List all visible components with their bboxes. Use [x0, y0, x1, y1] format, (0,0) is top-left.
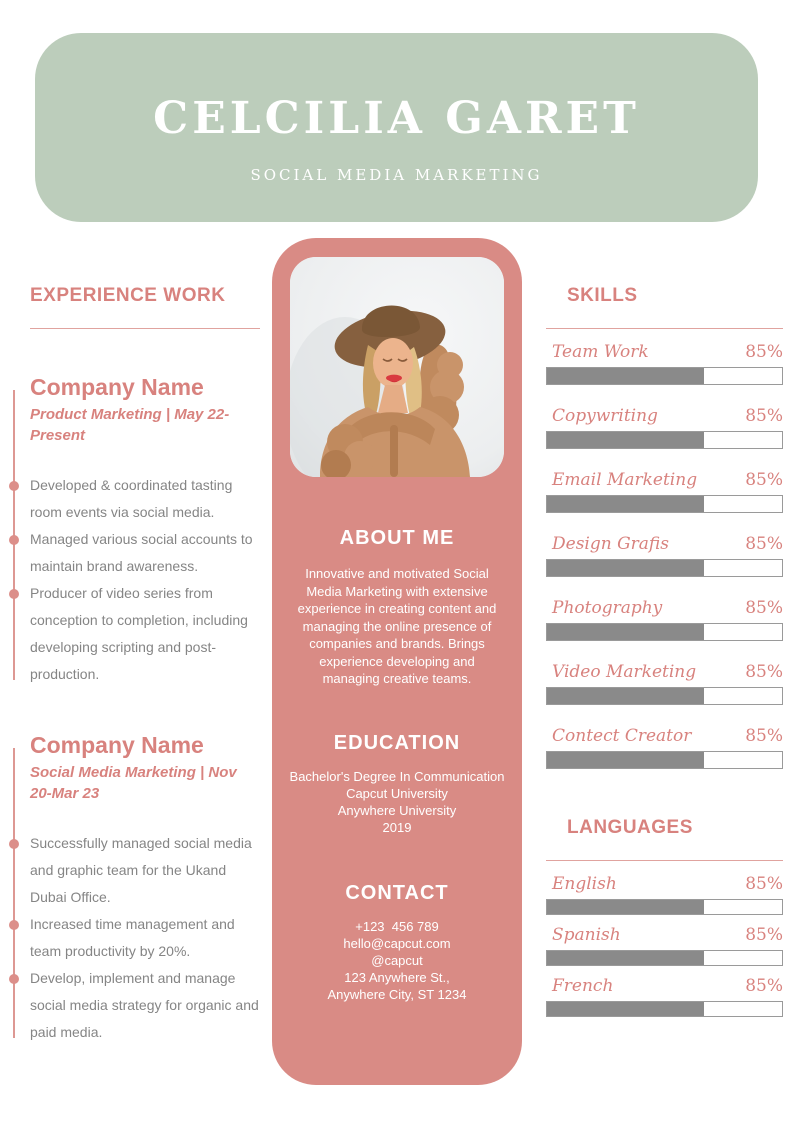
skills-section: SKILLS Team Work 85% Copywriting 85% Ema… — [546, 285, 783, 1027]
language-label: English — [552, 874, 617, 894]
skill-progress-bar — [546, 367, 783, 385]
language-item: French 85% — [546, 976, 783, 1017]
header-banner: CELCILIA GARET SOCIAL MEDIA MARKETING — [35, 33, 758, 222]
experience-bullet: Successfully managed social media and gr… — [9, 830, 260, 911]
languages-title: LANGUAGES — [567, 817, 693, 838]
skill-label: Team Work — [552, 342, 649, 362]
person-name: CELCILIA GARET — [153, 93, 640, 144]
skill-progress-bar — [546, 431, 783, 449]
skill-percent: 85% — [745, 406, 783, 426]
education-lines: Bachelor's Degree In Communication Capcu… — [280, 768, 514, 836]
about-title: ABOUT ME — [339, 527, 455, 549]
languages-divider — [546, 860, 783, 861]
skill-item: Contect Creator 85% — [546, 726, 783, 769]
skill-label: Email Marketing — [552, 470, 698, 490]
contact-title: CONTACT — [345, 881, 449, 904]
education-title: EDUCATION — [333, 731, 461, 754]
skills-list: Team Work 85% Copywriting 85% Email Mark… — [546, 342, 783, 769]
language-label: French — [552, 976, 614, 996]
contact-email: hello@capcut.com — [343, 935, 451, 951]
profile-photo — [290, 257, 504, 477]
experience-divider — [30, 328, 260, 329]
language-progress-fill — [547, 1002, 705, 1016]
skill-progress-fill — [547, 752, 705, 768]
experience-bullet: Increased time management and team produ… — [9, 911, 260, 965]
skill-item: Design Grafis 85% — [546, 534, 783, 577]
job-bullet-list: Developed & coordinated tasting room eve… — [9, 472, 260, 688]
profile-panel: ABOUT ME Innovative and motivated Social… — [272, 238, 522, 1085]
language-percent: 85% — [745, 976, 783, 996]
job-bullet-list: Successfully managed social media and gr… — [9, 830, 260, 1046]
skill-label: Photography — [552, 598, 663, 618]
education-year: 2019 — [382, 819, 412, 835]
experience-bullet: Develop, implement and manage social med… — [9, 965, 260, 1046]
skill-progress-fill — [547, 432, 705, 448]
skill-progress-bar — [546, 495, 783, 513]
education-school: Anywhere University — [337, 802, 457, 818]
skill-label: Video Marketing — [552, 662, 697, 682]
experience-bullet: Developed & coordinated tasting room eve… — [9, 472, 260, 526]
contact-address-line2: Anywhere City, ST 1234 — [327, 986, 467, 1002]
languages-list: English 85% Spanish 85% French 85% — [546, 874, 783, 1017]
skill-item: Team Work 85% — [546, 342, 783, 385]
skill-item: Email Marketing 85% — [546, 470, 783, 513]
job-role-dates: Product Marketing | May 22-Present — [30, 406, 230, 444]
contact-handle: @capcut — [371, 952, 423, 968]
skill-progress-fill — [547, 496, 705, 512]
job-role-dates: Social Media Marketing | Nov 20-Mar 23 — [30, 764, 237, 802]
job-title: SOCIAL MEDIA MARKETING — [250, 166, 543, 184]
skill-percent: 85% — [745, 598, 783, 618]
skill-percent: 85% — [745, 342, 783, 362]
skill-label: Design Grafis — [552, 534, 669, 554]
language-percent: 85% — [745, 874, 783, 894]
skill-progress-fill — [547, 560, 705, 576]
skills-divider — [546, 328, 783, 329]
about-text: Innovative and motivated Social Media Ma… — [297, 566, 497, 686]
skill-progress-bar — [546, 687, 783, 705]
contact-lines: +123 456 789 hello@capcut.com @capcut 12… — [280, 918, 514, 1003]
skill-progress-bar — [546, 751, 783, 769]
language-progress-bar — [546, 1001, 783, 1017]
skills-title: SKILLS — [567, 285, 638, 306]
skill-progress-bar — [546, 623, 783, 641]
language-item: Spanish 85% — [546, 925, 783, 966]
education-school: Capcut University — [346, 785, 448, 801]
company-name: Company Name — [30, 374, 204, 400]
education-degree: Bachelor's Degree In Communication — [289, 768, 505, 784]
skill-item: Video Marketing 85% — [546, 662, 783, 705]
experience-bullet: Producer of video series from conception… — [9, 580, 260, 688]
skill-progress-fill — [547, 624, 705, 640]
experience-bullet: Managed various social accounts to maint… — [9, 526, 260, 580]
language-item: English 85% — [546, 874, 783, 915]
skill-percent: 85% — [745, 534, 783, 554]
skill-item: Photography 85% — [546, 598, 783, 641]
skill-percent: 85% — [745, 662, 783, 682]
language-progress-fill — [547, 951, 705, 965]
skill-progress-fill — [547, 368, 705, 384]
language-label: Spanish — [552, 925, 621, 945]
company-name: Company Name — [30, 732, 204, 758]
timeline-line — [13, 748, 15, 1038]
experience-section: EXPERIENCE WORK Company Name Product Mar… — [9, 285, 260, 1046]
job-entry-2: Company Name Social Media Marketing | No… — [9, 732, 260, 1046]
language-progress-bar — [546, 950, 783, 966]
contact-address-line1: 123 Anywhere St., — [344, 969, 450, 985]
skill-item: Copywriting 85% — [546, 406, 783, 449]
language-progress-fill — [547, 900, 705, 914]
language-percent: 85% — [745, 925, 783, 945]
skill-percent: 85% — [745, 470, 783, 490]
skill-label: Copywriting — [552, 406, 658, 426]
skill-percent: 85% — [745, 726, 783, 746]
language-progress-bar — [546, 899, 783, 915]
skill-progress-bar — [546, 559, 783, 577]
skill-progress-fill — [547, 688, 705, 704]
experience-title: EXPERIENCE WORK — [30, 285, 226, 306]
skill-label: Contect Creator — [552, 726, 692, 746]
contact-phone: +123 456 789 — [355, 918, 439, 934]
job-entry-1: Company Name Product Marketing | May 22-… — [9, 374, 260, 688]
